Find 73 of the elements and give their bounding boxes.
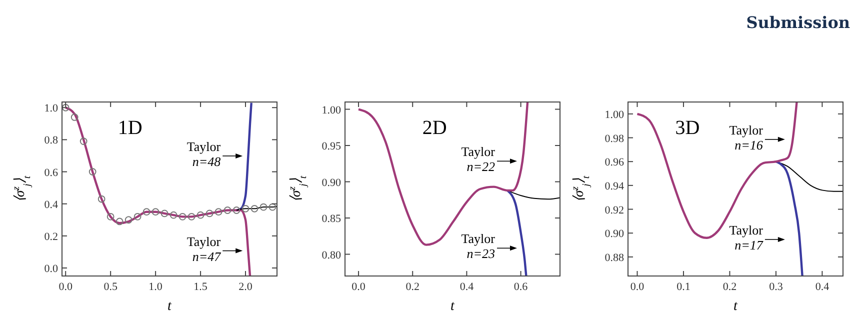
point xyxy=(224,206,232,214)
x-axis-title: t xyxy=(168,299,173,314)
point xyxy=(152,208,160,216)
y-tick-label: 1.00 xyxy=(604,108,624,121)
x-tick-label: 0.2 xyxy=(406,281,420,293)
x-tick-label: 0.4 xyxy=(815,281,830,293)
y-tick-label: 0.92 xyxy=(604,204,624,216)
y-tick-label: 0.95 xyxy=(322,140,342,152)
y-tick-label: 0.90 xyxy=(604,228,624,240)
point xyxy=(260,203,268,211)
text: Submission xyxy=(746,13,850,32)
point xyxy=(214,208,222,216)
y-tick-label: 0.85 xyxy=(322,213,342,225)
point xyxy=(170,211,178,219)
y-tick-label: 0.90 xyxy=(322,176,342,189)
x-tick-label: 0.6 xyxy=(514,281,528,293)
x-axis-title: t xyxy=(450,299,456,314)
y-tick-label: 0.80 xyxy=(322,249,342,262)
x-tick-label: 0.2 xyxy=(722,281,737,293)
y-tick-label: 0.0 xyxy=(44,262,58,275)
annotation: Taylor n=48 xyxy=(186,138,222,169)
text: 1D xyxy=(118,117,142,139)
x-tick-label: 0.5 xyxy=(104,281,118,293)
point xyxy=(106,212,114,220)
point xyxy=(268,203,276,211)
point xyxy=(88,168,96,176)
x-tick-label: 0.4 xyxy=(460,281,474,293)
annotation: Taylor n=16 xyxy=(729,122,764,152)
point xyxy=(242,204,250,212)
point xyxy=(70,114,78,121)
point xyxy=(134,212,142,220)
y-tick-label: 0.94 xyxy=(604,180,624,192)
annotation: Taylor n=23 xyxy=(461,231,496,262)
line-series xyxy=(774,160,804,276)
line-series xyxy=(636,102,798,239)
point xyxy=(178,212,186,220)
x-tick-label: 0.3 xyxy=(769,281,784,293)
x-tick-label: 1.0 xyxy=(148,281,163,293)
y-tick-label: 0.2 xyxy=(44,230,58,243)
text: 2D xyxy=(422,117,447,139)
annotation: Taylor n=22 xyxy=(461,144,496,174)
y-tick-label: 0.4 xyxy=(44,198,58,211)
annotation: Taylor n=17 xyxy=(729,222,764,252)
y-tick-label: 0.8 xyxy=(44,134,58,147)
point xyxy=(196,211,204,219)
y-tick-label: 0.88 xyxy=(604,252,624,264)
point xyxy=(116,218,124,226)
y-tick-label: 0.96 xyxy=(604,156,624,169)
x-tick-label: 1.5 xyxy=(194,281,208,293)
annotation: Taylor n=47 xyxy=(186,234,222,264)
point xyxy=(80,138,88,145)
x-tick-label: 0.1 xyxy=(676,281,690,293)
line-series xyxy=(357,102,529,246)
point xyxy=(250,204,258,212)
point xyxy=(232,206,240,214)
line-series xyxy=(506,189,528,276)
y-tick-label: 0.6 xyxy=(44,166,58,179)
point xyxy=(206,210,214,218)
point xyxy=(62,104,70,112)
x-axis-title: t xyxy=(734,299,739,314)
point xyxy=(124,216,132,224)
y-tick-label: 1.0 xyxy=(44,102,58,115)
x-tick-label: 0.0 xyxy=(630,281,645,293)
text: 3D xyxy=(675,117,700,139)
x-tick-label: 2.0 xyxy=(238,281,253,293)
y-tick-label: 1.00 xyxy=(322,104,342,116)
point xyxy=(98,195,106,203)
x-tick-label: 0.0 xyxy=(58,281,73,293)
point xyxy=(142,208,150,216)
point xyxy=(188,212,196,220)
point xyxy=(160,210,168,218)
y-tick-label: 0.98 xyxy=(604,132,624,145)
x-tick-label: 0.0 xyxy=(352,281,366,293)
